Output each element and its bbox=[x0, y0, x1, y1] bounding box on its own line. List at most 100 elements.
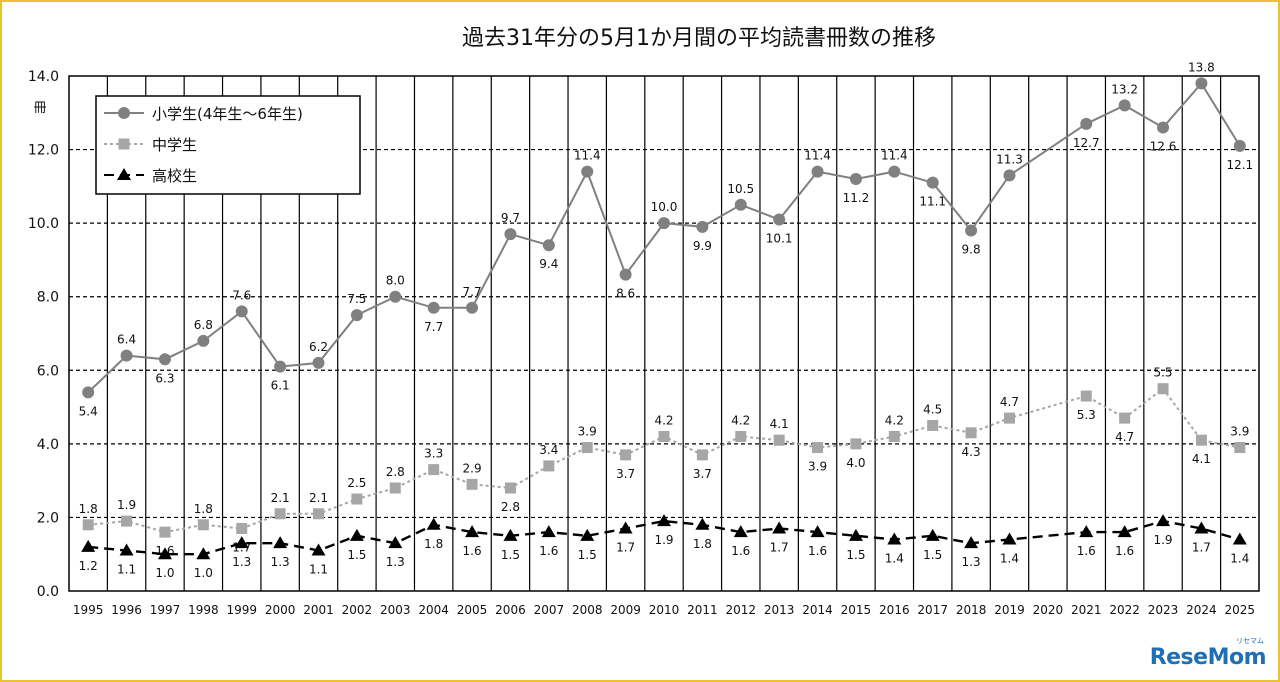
data-point bbox=[695, 517, 710, 530]
data-label: 1.8 bbox=[79, 502, 98, 516]
data-label: 11.4 bbox=[804, 149, 831, 163]
data-label: 4.2 bbox=[654, 414, 673, 428]
data-label: 1.8 bbox=[194, 502, 213, 516]
data-label: 1.4 bbox=[885, 552, 904, 566]
data-label: 1.6 bbox=[1077, 544, 1096, 558]
data-label: 1.9 bbox=[654, 533, 673, 547]
x-tick-label: 2000 bbox=[265, 603, 296, 617]
data-point bbox=[658, 431, 670, 442]
data-point bbox=[426, 517, 441, 530]
data-label: 4.2 bbox=[885, 414, 904, 428]
y-tick-label: 2.0 bbox=[37, 510, 59, 526]
legend-label: 小学生(4年生～6年生) bbox=[152, 105, 303, 123]
data-point bbox=[773, 213, 786, 226]
x-tick-label: 1999 bbox=[226, 603, 257, 617]
data-label: 2.8 bbox=[501, 500, 520, 514]
data-point bbox=[197, 334, 210, 347]
x-tick-label: 2024 bbox=[1186, 603, 1217, 617]
data-point bbox=[733, 525, 748, 538]
data-point bbox=[735, 431, 747, 442]
data-label: 9.8 bbox=[962, 243, 981, 257]
data-label: 4.7 bbox=[1115, 430, 1134, 444]
data-label: 1.1 bbox=[117, 563, 136, 577]
data-point bbox=[1003, 412, 1015, 424]
data-label: 11.4 bbox=[881, 149, 908, 163]
data-label: 1.5 bbox=[578, 548, 597, 562]
data-point bbox=[118, 107, 130, 119]
data-point bbox=[82, 519, 94, 531]
data-point bbox=[117, 168, 131, 180]
data-point bbox=[1002, 532, 1017, 545]
data-point bbox=[159, 526, 171, 538]
data-point bbox=[1003, 169, 1016, 182]
legend-label: 高校生 bbox=[152, 167, 197, 185]
data-label: 9.9 bbox=[693, 239, 712, 253]
data-point bbox=[657, 514, 671, 527]
x-tick-label: 2003 bbox=[380, 603, 411, 617]
data-label: 8.0 bbox=[386, 274, 405, 288]
data-label: 1.0 bbox=[194, 566, 213, 580]
data-point bbox=[1157, 383, 1169, 395]
data-label: 7.7 bbox=[424, 320, 443, 334]
data-point bbox=[965, 224, 978, 237]
data-point bbox=[1156, 514, 1171, 527]
data-label: 4.7 bbox=[1000, 395, 1019, 409]
data-label: 3.3 bbox=[424, 447, 443, 461]
data-label: 1.5 bbox=[846, 548, 865, 562]
x-tick-label: 1995 bbox=[73, 603, 104, 617]
data-label: 1.6 bbox=[463, 544, 482, 558]
data-point bbox=[118, 138, 130, 150]
data-point bbox=[82, 386, 95, 399]
data-point bbox=[581, 165, 594, 178]
data-label: 3.7 bbox=[616, 467, 635, 481]
data-point bbox=[313, 508, 325, 520]
series-2: 1.8 1.9 1.6 1.8 1.7 2.1 2.1 2.5 2.8 3.3 2.9 2.8 3.4 3… bbox=[79, 366, 1250, 558]
data-label: 4.0 bbox=[846, 456, 865, 470]
data-label: 8.6 bbox=[616, 287, 635, 301]
data-label: 5.4 bbox=[79, 404, 98, 418]
y-tick-label: 0.0 bbox=[37, 584, 59, 600]
data-label: 11.3 bbox=[996, 152, 1023, 166]
data-label: 2.1 bbox=[271, 491, 290, 505]
data-point bbox=[1118, 99, 1131, 112]
data-point bbox=[311, 543, 326, 556]
data-point bbox=[848, 528, 863, 541]
data-point bbox=[926, 176, 939, 189]
x-tick-label: 2004 bbox=[418, 603, 449, 617]
data-point bbox=[273, 536, 288, 549]
y-tick-label: 6.0 bbox=[37, 363, 59, 379]
data-label: 13.2 bbox=[1111, 82, 1138, 96]
data-label: 4.3 bbox=[962, 445, 981, 459]
data-point bbox=[812, 442, 824, 454]
series-3: 1.2 1.1 1.0 1.0 1.3 1.3 1.1 1.5 1.3 1.8 1.6 1.5 1.6 1… bbox=[79, 514, 1249, 580]
y-tick-label: 14.0 bbox=[28, 69, 59, 85]
data-point bbox=[350, 309, 363, 322]
data-point bbox=[772, 521, 787, 534]
data-label: 9.7 bbox=[501, 211, 520, 225]
data-point bbox=[465, 525, 480, 538]
data-point bbox=[1234, 442, 1246, 454]
data-point bbox=[1119, 412, 1131, 424]
data-point bbox=[427, 301, 440, 314]
data-point bbox=[349, 528, 364, 541]
data-point bbox=[810, 525, 825, 538]
data-label: 12.6 bbox=[1150, 140, 1177, 154]
data-label: 1.3 bbox=[232, 555, 251, 569]
x-tick-label: 2002 bbox=[342, 603, 373, 617]
data-label: 1.7 bbox=[1192, 540, 1211, 554]
data-point bbox=[581, 442, 593, 454]
data-label: 2.5 bbox=[347, 476, 366, 490]
data-point bbox=[428, 464, 440, 476]
x-tick-label: 2022 bbox=[1109, 603, 1140, 617]
x-tick-label: 2023 bbox=[1148, 603, 1179, 617]
data-label: 1.6 bbox=[1115, 544, 1134, 558]
data-label: 12.7 bbox=[1073, 136, 1100, 150]
data-label: 1.5 bbox=[923, 548, 942, 562]
data-label: 10.5 bbox=[727, 182, 754, 196]
x-tick-label: 2015 bbox=[841, 603, 872, 617]
x-tick-label: 2009 bbox=[610, 603, 641, 617]
watermark-kana: リセマム bbox=[1236, 637, 1264, 645]
data-label: 7.6 bbox=[232, 288, 251, 302]
data-point bbox=[121, 515, 133, 527]
